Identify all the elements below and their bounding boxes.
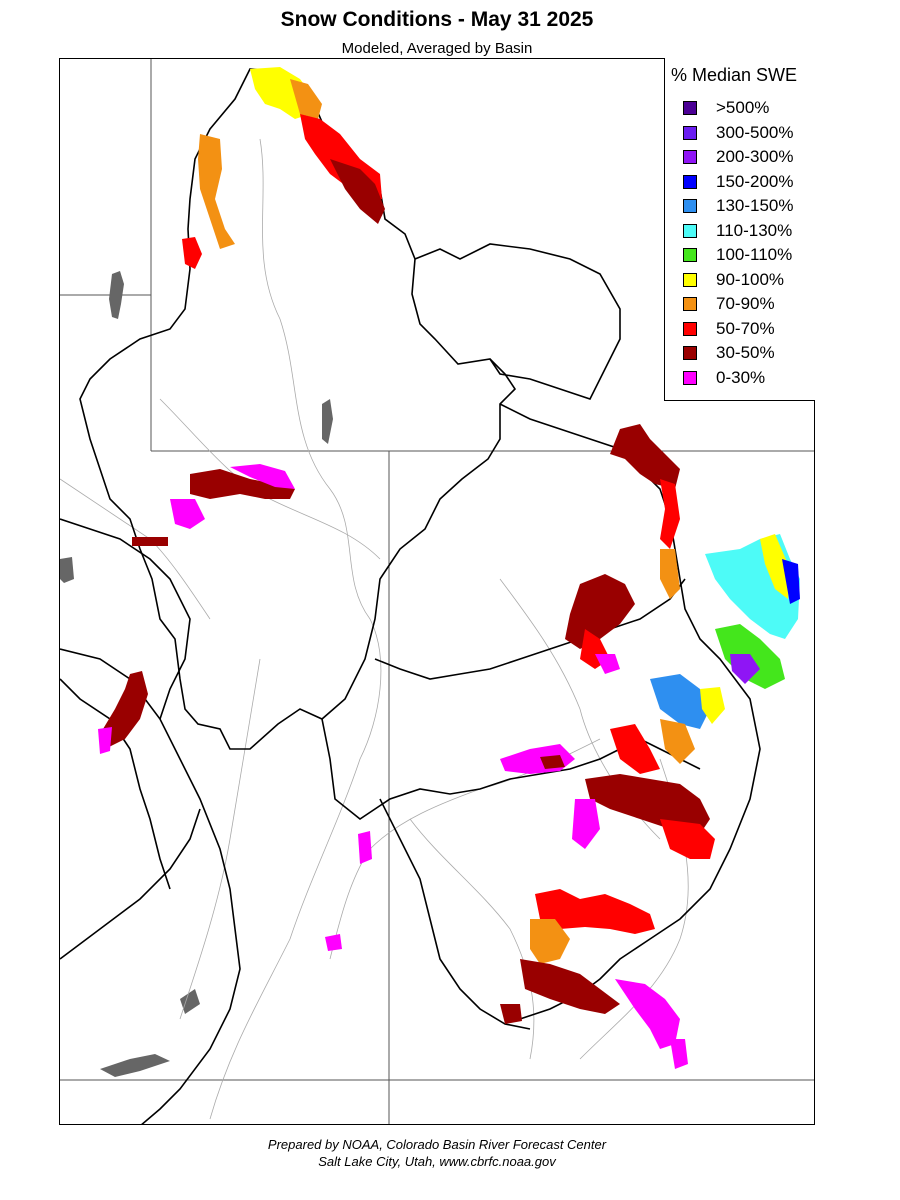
legend-swatch bbox=[683, 101, 697, 115]
green-basin-boundary bbox=[79, 68, 517, 750]
river bbox=[179, 658, 261, 1020]
legend-label: 130-150% bbox=[716, 196, 794, 215]
legend-label: 0-30% bbox=[716, 367, 766, 387]
legend-item: 100-110% bbox=[683, 245, 813, 265]
legend-label: >500% bbox=[716, 98, 770, 117]
swe-patch bbox=[610, 724, 660, 774]
swe-patch bbox=[760, 534, 790, 599]
swe-patch bbox=[615, 979, 680, 1049]
legend-label: 30-50% bbox=[716, 343, 775, 362]
basin-map bbox=[60, 59, 814, 1124]
legend-label: 70-90% bbox=[716, 294, 775, 313]
legend-item: 30-50% bbox=[683, 343, 813, 363]
swe-patch bbox=[535, 889, 655, 934]
swe-patch bbox=[330, 159, 385, 224]
swe-patch bbox=[782, 559, 800, 604]
legend-swatch bbox=[683, 248, 697, 262]
swe-patch bbox=[190, 469, 295, 499]
swe-patch bbox=[132, 537, 168, 546]
swe-patch bbox=[660, 549, 680, 599]
legend-item: >500% bbox=[683, 98, 813, 118]
san-juan-basin-boundary bbox=[379, 798, 531, 1030]
legend-swatch bbox=[683, 150, 697, 164]
legend-swatch bbox=[683, 321, 697, 336]
swe-patch bbox=[660, 719, 695, 764]
sevier-basin-boundary bbox=[60, 518, 191, 720]
map-subtitle: Modeled, Averaged by Basin bbox=[341, 40, 533, 57]
swe-patch bbox=[325, 934, 342, 951]
map-title: Snow Conditions - May 31 2025 bbox=[280, 8, 594, 31]
yampa-basin-boundary bbox=[414, 243, 621, 400]
swe-patch bbox=[700, 687, 725, 724]
legend-swatch bbox=[683, 199, 697, 213]
swe-patch bbox=[530, 919, 570, 964]
legend-label: 90-100% bbox=[716, 269, 785, 289]
virgin-basin-boundary bbox=[60, 808, 201, 960]
legend-title: % Median SWE bbox=[671, 65, 798, 85]
basin-boundaries bbox=[60, 68, 761, 1124]
legend-swatch bbox=[683, 346, 697, 360]
legend-item: 150-200% bbox=[683, 172, 813, 192]
swe-patch bbox=[660, 479, 680, 549]
swe-patch bbox=[170, 499, 205, 529]
legend-label: 200-300% bbox=[716, 147, 794, 166]
swe-patch bbox=[730, 654, 760, 684]
legend-item: 110-130% bbox=[683, 221, 813, 241]
swe-patch bbox=[650, 674, 710, 729]
legend-swatch bbox=[683, 223, 697, 238]
lake bbox=[100, 1054, 170, 1077]
legend-label: 50-70% bbox=[716, 318, 775, 338]
swe-patch bbox=[520, 959, 620, 1014]
swe-patch bbox=[198, 134, 235, 249]
legend-label: 300-500% bbox=[716, 122, 794, 142]
gunnison-basin-boundary bbox=[374, 578, 686, 680]
swe-patch bbox=[98, 727, 112, 754]
legend-swatch bbox=[683, 125, 697, 140]
dolores-basin-boundary bbox=[321, 718, 701, 820]
swe-patch bbox=[500, 1004, 522, 1024]
lakes bbox=[60, 271, 333, 1077]
legend-item: 200-300% bbox=[683, 147, 813, 167]
swe-patch bbox=[100, 671, 148, 749]
swe-patch bbox=[595, 654, 620, 674]
swe-patch bbox=[610, 424, 680, 489]
swe-patch bbox=[358, 831, 372, 864]
river bbox=[409, 818, 535, 1060]
great-basin-boundary bbox=[60, 678, 171, 890]
swe-patch bbox=[290, 79, 322, 119]
swe-patch bbox=[182, 237, 202, 269]
lake bbox=[60, 557, 74, 583]
legend-label: 150-200% bbox=[716, 171, 794, 191]
legend-label: 110-130% bbox=[716, 220, 793, 240]
legend: % Median SWE >500% 300-500% 200-300% 150-20… bbox=[664, 58, 815, 401]
footer-line-2: Salt Lake City, Utah, www.cbrfc.noaa.gov bbox=[318, 1154, 556, 1169]
swe-patch bbox=[660, 819, 715, 859]
lake bbox=[180, 989, 200, 1014]
legend-item: 90-100% bbox=[683, 270, 813, 290]
swe-patch bbox=[670, 1039, 688, 1069]
legend-item: 70-90% bbox=[683, 294, 813, 314]
legend-item: 130-150% bbox=[683, 196, 813, 216]
swe-patch bbox=[565, 574, 635, 649]
swe-patch bbox=[572, 799, 600, 849]
legend-item: 0-30% bbox=[683, 368, 813, 388]
swe-patch bbox=[230, 464, 295, 489]
legend-swatch bbox=[683, 272, 697, 287]
legend-item: 50-70% bbox=[683, 319, 813, 339]
lake bbox=[322, 399, 333, 444]
legend-swatch bbox=[683, 370, 697, 385]
swe-patch bbox=[540, 755, 565, 769]
lower-basin-boundary bbox=[60, 648, 241, 1124]
river bbox=[209, 138, 382, 1120]
footer-line-1: Prepared by NOAA, Colorado Basin River F… bbox=[267, 1137, 607, 1152]
legend-swatch bbox=[683, 297, 697, 311]
lake bbox=[109, 271, 124, 319]
swe-patch bbox=[585, 774, 710, 834]
snow-patches bbox=[98, 67, 800, 1069]
legend-label: 100-110% bbox=[716, 245, 793, 264]
legend-swatch bbox=[683, 174, 697, 189]
legend-item: 300-500% bbox=[683, 123, 813, 143]
